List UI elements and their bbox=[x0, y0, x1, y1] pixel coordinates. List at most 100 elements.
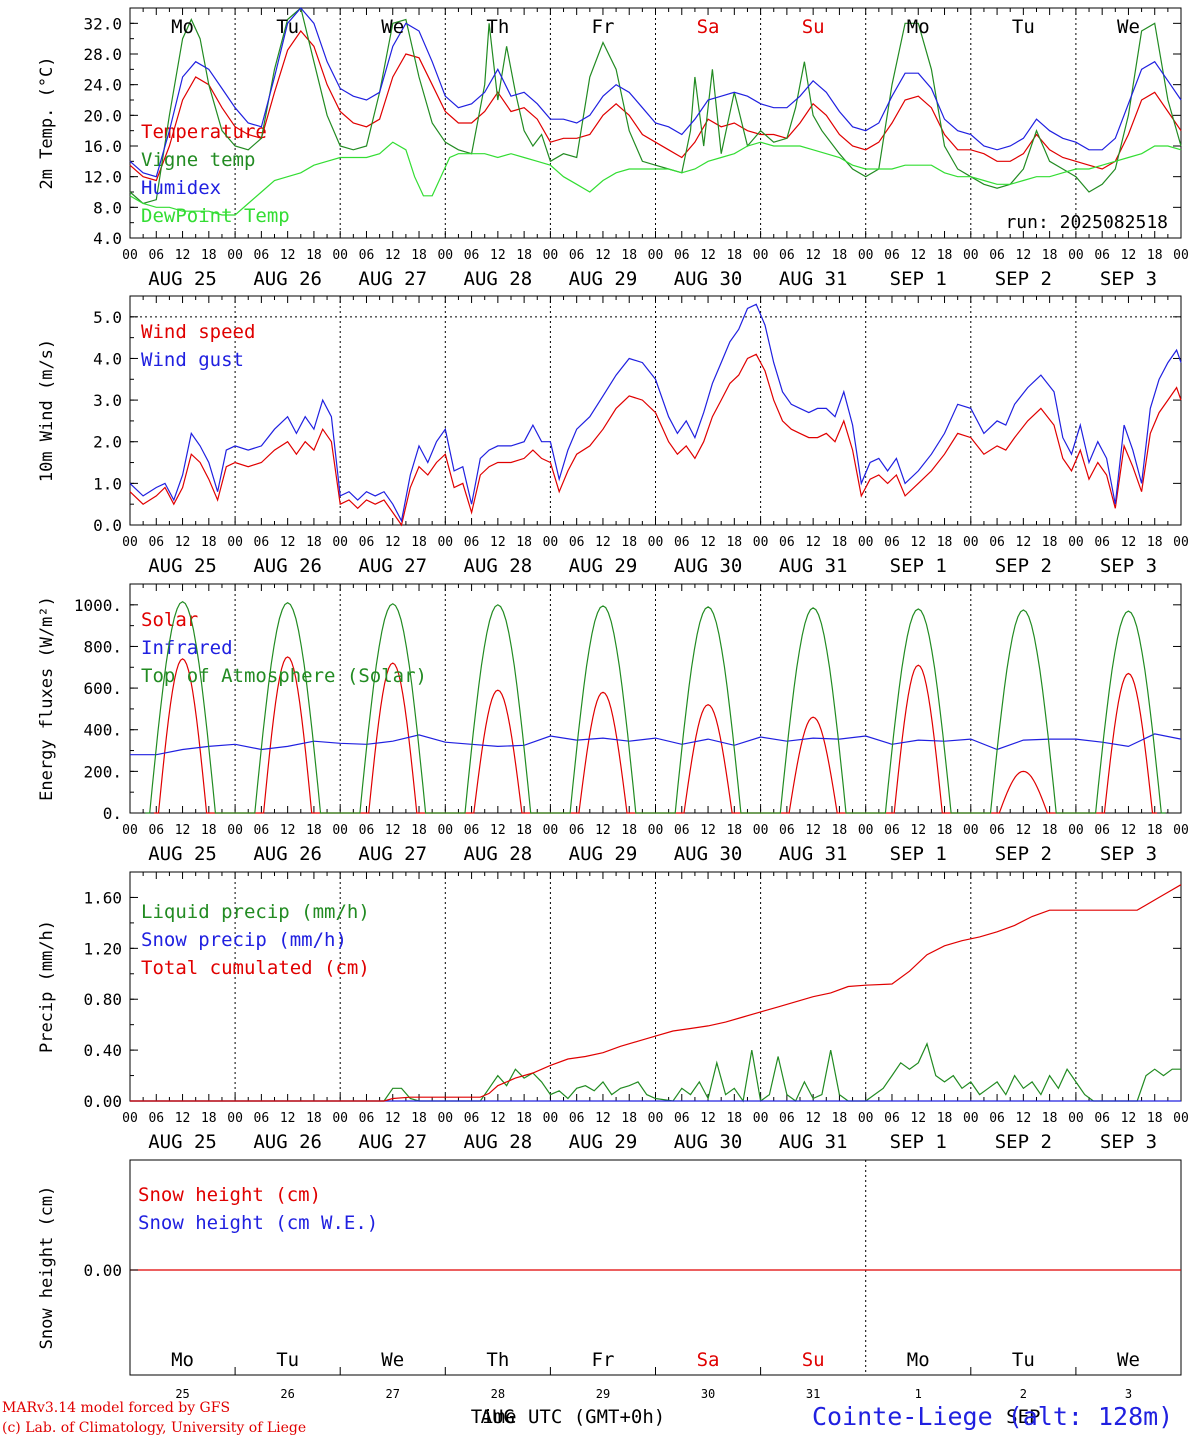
y-tick-label: 12.0 bbox=[83, 168, 122, 187]
hour-tick-label: 12 bbox=[910, 535, 926, 550]
hour-tick-label: 06 bbox=[989, 1111, 1005, 1126]
hour-tick-label: 06 bbox=[674, 823, 690, 838]
y-axis-label: 10m Wind (m/s) bbox=[37, 339, 57, 482]
hour-tick-label: 00 bbox=[858, 535, 874, 550]
hour-tick-label: 06 bbox=[989, 823, 1005, 838]
hour-tick-label: 18 bbox=[306, 248, 322, 263]
day-number: 28 bbox=[491, 1387, 505, 1401]
hour-tick-label: 06 bbox=[569, 1111, 585, 1126]
hour-tick-label: 06 bbox=[254, 535, 270, 550]
hour-tick-label: 12 bbox=[700, 823, 716, 838]
hour-tick-label: 12 bbox=[385, 248, 401, 263]
weekday-label: Sa bbox=[697, 1349, 720, 1371]
hour-tick-label: 12 bbox=[805, 1111, 821, 1126]
hour-tick-label: 06 bbox=[779, 248, 795, 263]
hour-tick-label: 00 bbox=[543, 248, 559, 263]
hour-tick-label: 12 bbox=[1121, 248, 1137, 263]
hour-tick-label: 06 bbox=[464, 1111, 480, 1126]
hour-tick-label: 06 bbox=[359, 248, 375, 263]
hour-tick-label: 00 bbox=[332, 248, 348, 263]
weekday-label: Su bbox=[802, 1349, 825, 1371]
date-label: SEP 1 bbox=[890, 268, 947, 290]
legend-entry: Humidex bbox=[141, 177, 221, 199]
hour-tick-label: 12 bbox=[910, 248, 926, 263]
weekday-label: Tu bbox=[1012, 16, 1035, 38]
weekday-label: Fr bbox=[592, 1349, 615, 1371]
hour-tick-label: 18 bbox=[832, 823, 848, 838]
hour-tick-label: 18 bbox=[1042, 1111, 1058, 1126]
hour-tick-label: 00 bbox=[963, 1111, 979, 1126]
hour-tick-label: 06 bbox=[779, 535, 795, 550]
hour-tick-label: 00 bbox=[648, 248, 664, 263]
hour-tick-label: 18 bbox=[726, 535, 742, 550]
hour-tick-label: 00 bbox=[648, 823, 664, 838]
weekday-label: Mo bbox=[907, 1349, 930, 1371]
date-label: AUG 29 bbox=[569, 555, 638, 577]
hour-tick-label: 00 bbox=[1173, 535, 1189, 550]
hour-tick-label: 12 bbox=[1016, 1111, 1032, 1126]
hour-tick-label: 12 bbox=[385, 535, 401, 550]
hour-tick-label: 18 bbox=[832, 535, 848, 550]
panel-snow: Snow height (cm) Snow height (cm) Snow hei… bbox=[37, 1159, 1182, 1428]
hour-tick-label: 06 bbox=[359, 823, 375, 838]
day-number: 31 bbox=[806, 1387, 820, 1401]
hour-tick-label: 06 bbox=[989, 248, 1005, 263]
legend-entry: Wind speed bbox=[141, 321, 255, 343]
hour-tick-label: 06 bbox=[1094, 823, 1110, 838]
hour-tick-label: 12 bbox=[175, 248, 191, 263]
date-label: SEP 3 bbox=[1100, 268, 1157, 290]
hour-tick-label: 06 bbox=[569, 248, 585, 263]
y-tick-label: 1.0 bbox=[93, 474, 122, 493]
date-label: AUG 26 bbox=[253, 1131, 322, 1153]
hour-tick-label: 06 bbox=[1094, 248, 1110, 263]
hour-tick-label: 18 bbox=[937, 1111, 953, 1126]
date-label: AUG 30 bbox=[674, 843, 743, 865]
hour-tick-label: 12 bbox=[490, 1111, 506, 1126]
hour-tick-label: 00 bbox=[122, 535, 138, 550]
weekday-label: Th bbox=[486, 16, 509, 38]
hour-tick-label: 18 bbox=[201, 248, 217, 263]
legend-entry: Snow height (cm) bbox=[138, 1184, 321, 1206]
panel-temperature: 4.0 8.0 12.0 16.0 20.0 24.0 28.0 32.0 2m Temp. (… bbox=[37, 6, 1189, 290]
hour-tick-label: 18 bbox=[516, 535, 532, 550]
hour-tick-label: 00 bbox=[963, 535, 979, 550]
weekday-label: Sa bbox=[697, 16, 720, 38]
hour-tick-label: 06 bbox=[464, 248, 480, 263]
y-axis-label: Energy fluxes (W/m²) bbox=[37, 596, 57, 801]
date-label: AUG 27 bbox=[358, 268, 427, 290]
date-label: AUG 29 bbox=[569, 843, 638, 865]
date-label: AUG 29 bbox=[569, 268, 638, 290]
hour-tick-label: 06 bbox=[884, 1111, 900, 1126]
hour-tick-label: 00 bbox=[753, 535, 769, 550]
hour-tick-label: 18 bbox=[516, 248, 532, 263]
hour-tick-label: 06 bbox=[359, 1111, 375, 1126]
y-tick-label: 200. bbox=[83, 762, 122, 781]
hour-tick-label: 00 bbox=[1068, 1111, 1084, 1126]
hour-tick-label: 00 bbox=[963, 248, 979, 263]
weekday-label: Mo bbox=[907, 16, 930, 38]
date-label: SEP 2 bbox=[995, 1131, 1052, 1153]
y-tick-label: 0.80 bbox=[83, 990, 122, 1009]
hour-tick-label: 12 bbox=[700, 1111, 716, 1126]
date-label: AUG 25 bbox=[148, 843, 217, 865]
date-label: SEP 3 bbox=[1100, 1131, 1157, 1153]
date-label: AUG 31 bbox=[779, 268, 848, 290]
hour-tick-label: 00 bbox=[1068, 248, 1084, 263]
day-number: 2 bbox=[1020, 1387, 1027, 1401]
hour-tick-label: 06 bbox=[254, 1111, 270, 1126]
y-tick-label: 600. bbox=[83, 679, 122, 698]
hour-tick-label: 00 bbox=[1173, 1111, 1189, 1126]
date-label: AUG 28 bbox=[464, 268, 533, 290]
y-tick-label: 800. bbox=[83, 637, 122, 656]
hour-tick-label: 00 bbox=[753, 1111, 769, 1126]
hour-tick-label: 00 bbox=[1068, 535, 1084, 550]
hour-tick-label: 00 bbox=[227, 823, 243, 838]
hour-tick-label: 18 bbox=[1042, 823, 1058, 838]
y-tick-label: 24.0 bbox=[83, 76, 122, 95]
series-line bbox=[129, 303, 1182, 523]
date-label: SEP 1 bbox=[890, 843, 947, 865]
hour-tick-label: 12 bbox=[175, 823, 191, 838]
hour-tick-label: 18 bbox=[937, 248, 953, 263]
hour-tick-label: 12 bbox=[1016, 535, 1032, 550]
series-line bbox=[145, 600, 1166, 814]
